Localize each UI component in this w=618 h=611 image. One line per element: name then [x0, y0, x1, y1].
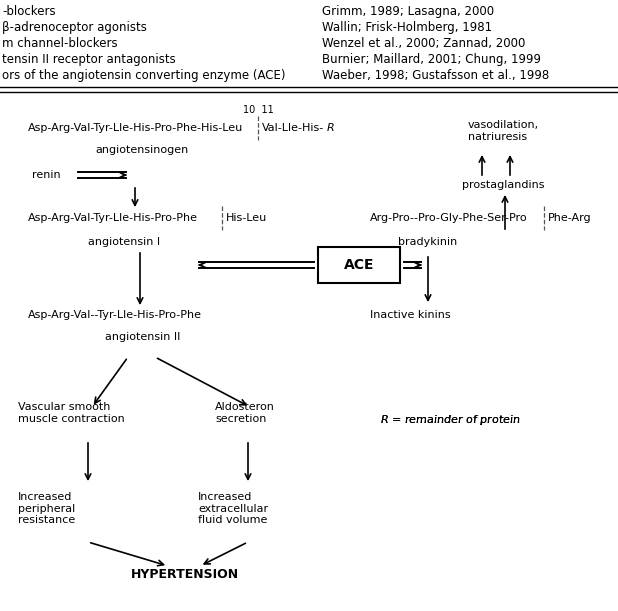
- Text: angiotensinogen: angiotensinogen: [95, 145, 188, 155]
- Text: R: R: [327, 123, 335, 133]
- Text: Vascular smooth
muscle contraction: Vascular smooth muscle contraction: [18, 402, 125, 423]
- Text: angiotensin I: angiotensin I: [88, 237, 160, 247]
- Text: Increased
peripheral
resistance: Increased peripheral resistance: [18, 492, 75, 525]
- Text: bradykinin: bradykinin: [398, 237, 457, 247]
- Text: angiotensin II: angiotensin II: [105, 332, 180, 342]
- Text: Burnier; Maillard, 2001; Chung, 1999: Burnier; Maillard, 2001; Chung, 1999: [322, 53, 541, 66]
- Text: prostaglandins: prostaglandins: [462, 180, 544, 190]
- Bar: [318, 247, 400, 283]
- Text: tensin II receptor antagonists: tensin II receptor antagonists: [2, 53, 176, 66]
- Text: Val-Lle-His-: Val-Lle-His-: [262, 123, 324, 133]
- Text: 10  11: 10 11: [243, 105, 274, 115]
- Text: β-adrenoceptor agonists: β-adrenoceptor agonists: [2, 21, 147, 34]
- Text: ACE: ACE: [344, 258, 375, 272]
- Text: $R$ = remainder of protein: $R$ = remainder of protein: [380, 413, 520, 427]
- Text: Phe-Arg: Phe-Arg: [548, 213, 591, 223]
- Text: $\it{R}$ = remainder of protein: $\it{R}$ = remainder of protein: [380, 413, 520, 427]
- Text: Grimm, 1989; Lasagna, 2000: Grimm, 1989; Lasagna, 2000: [322, 5, 494, 18]
- Text: HYPERTENSION: HYPERTENSION: [131, 568, 239, 581]
- Text: Aldosteron
secretion: Aldosteron secretion: [215, 402, 275, 423]
- Text: Arg-Pro--Pro-Gly-Phe-Ser-Pro: Arg-Pro--Pro-Gly-Phe-Ser-Pro: [370, 213, 528, 223]
- Text: Increased
extracellular
fluid volume: Increased extracellular fluid volume: [198, 492, 268, 525]
- Text: Asp-Arg-Val-Tyr-Lle-His-Pro-Phe: Asp-Arg-Val-Tyr-Lle-His-Pro-Phe: [28, 213, 198, 223]
- Text: Waeber, 1998; Gustafsson et al., 1998: Waeber, 1998; Gustafsson et al., 1998: [322, 69, 549, 82]
- Text: Wallin; Frisk-Holmberg, 1981: Wallin; Frisk-Holmberg, 1981: [322, 21, 492, 34]
- Text: Asp-Arg-Val--Tyr-Lle-His-Pro-Phe: Asp-Arg-Val--Tyr-Lle-His-Pro-Phe: [28, 310, 202, 320]
- Text: Asp-Arg-Val-Tyr-Lle-His-Pro-Phe-His-Leu: Asp-Arg-Val-Tyr-Lle-His-Pro-Phe-His-Leu: [28, 123, 243, 133]
- Text: m channel-blockers: m channel-blockers: [2, 37, 117, 50]
- Text: ors of the angiotensin converting enzyme (ACE): ors of the angiotensin converting enzyme…: [2, 69, 286, 82]
- Text: Wenzel et al., 2000; Zannad, 2000: Wenzel et al., 2000; Zannad, 2000: [322, 37, 525, 50]
- Text: renin: renin: [32, 170, 61, 180]
- Text: Inactive kinins: Inactive kinins: [370, 310, 451, 320]
- Text: His-Leu: His-Leu: [226, 213, 267, 223]
- Text: vasodilation,
natriuresis: vasodilation, natriuresis: [468, 120, 539, 142]
- Text: -blockers: -blockers: [2, 5, 56, 18]
